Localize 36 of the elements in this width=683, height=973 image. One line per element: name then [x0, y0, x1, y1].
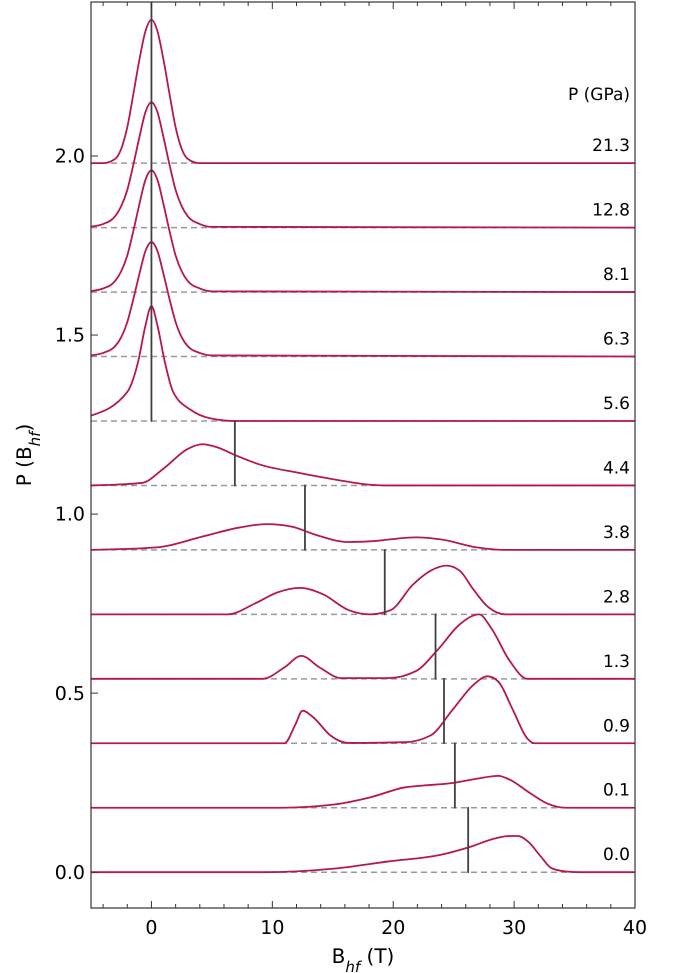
line-series: [91, 523, 635, 551]
annotation: 3.8: [602, 522, 630, 543]
y-tick-label: 1.5: [54, 324, 85, 347]
x-tick-label: 40: [622, 917, 648, 939]
annotation: 4.4: [602, 458, 630, 478]
annotation: 0.1: [602, 780, 630, 801]
annotation: 5.6: [602, 394, 630, 414]
x-tick-label: 10: [260, 917, 284, 939]
annotation: 0.9: [602, 716, 630, 736]
annotation: 2.8: [602, 587, 630, 608]
line-series: [91, 443, 635, 486]
line-series: [91, 613, 635, 680]
line-series: [91, 564, 635, 616]
x-axis-title: B$_{hf}$ (T): [332, 944, 394, 973]
line-series: [91, 101, 635, 229]
y-tick-label: 2.0: [54, 146, 85, 168]
line-series: [91, 774, 635, 809]
line-series: [91, 169, 635, 293]
y-tick-label: 0.0: [54, 862, 85, 884]
line-series: [91, 19, 635, 164]
y-tick-label: 0.5: [54, 682, 85, 705]
x-tick-label: 0: [145, 917, 158, 939]
annotation: 21.3: [592, 136, 630, 156]
annotation: 6.3: [602, 330, 630, 350]
annotation: P (GPa): [568, 85, 630, 105]
annotation: 0.0: [602, 845, 630, 866]
line-series: [91, 675, 635, 744]
y-tick-label: 1.0: [54, 504, 85, 526]
annotation: 1.3: [602, 652, 630, 672]
line-series: [91, 835, 635, 874]
x-tick-label: 30: [502, 917, 526, 939]
annotation: 12.8: [592, 200, 630, 221]
annotation: 8.1: [602, 265, 630, 286]
line-series: [91, 305, 635, 422]
x-tick-label: 20: [381, 917, 406, 939]
line-series: [91, 241, 635, 358]
